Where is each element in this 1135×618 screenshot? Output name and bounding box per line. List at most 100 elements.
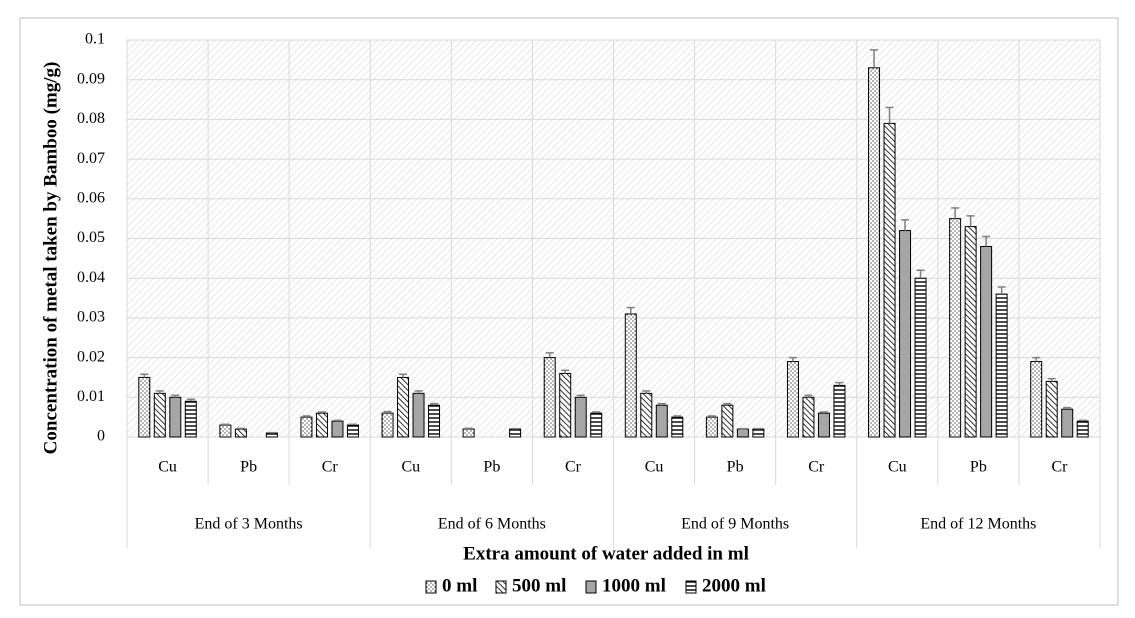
group-label: End of 9 Months: [681, 516, 789, 533]
error-bar: [966, 215, 975, 227]
bar: [914, 277, 927, 438]
bar: [833, 384, 846, 438]
bar: [883, 122, 896, 438]
bar: [624, 313, 637, 438]
bar: [590, 412, 603, 438]
error-bar: [788, 356, 797, 362]
error-bar: [626, 306, 635, 314]
error-bar: [657, 402, 666, 406]
x-tick-label: Cr: [1051, 459, 1068, 476]
bar: [868, 67, 881, 438]
legend-swatch: [585, 580, 597, 594]
error-bar: [951, 207, 960, 219]
error-bar: [819, 411, 828, 414]
error-bar: [221, 423, 230, 426]
bar: [980, 245, 993, 438]
bar: [949, 218, 962, 438]
legend-swatch: [425, 580, 437, 594]
y-tick-label: 0.1: [85, 31, 105, 48]
y-tick-label: 0.07: [77, 150, 105, 167]
error-bar: [414, 390, 423, 394]
bar: [346, 424, 359, 438]
bar: [752, 428, 765, 438]
error-bar: [348, 423, 357, 426]
error-bar: [333, 419, 342, 422]
error-bar: [155, 390, 164, 394]
bar: [412, 392, 425, 438]
error-bar: [561, 369, 570, 374]
bar: [655, 404, 668, 438]
y-tick-label: 0.04: [77, 269, 105, 286]
legend-swatch: [495, 580, 507, 594]
error-bar: [464, 427, 473, 430]
legend-label: 0 ml: [442, 575, 477, 596]
bar: [153, 392, 166, 438]
y-tick-label: 0: [97, 428, 105, 445]
group-label: End of 12 Months: [920, 516, 1036, 533]
x-axis-title: Extra amount of water added in ml: [463, 543, 749, 564]
bar: [574, 396, 587, 438]
bar: [169, 396, 182, 438]
error-bar: [317, 411, 326, 414]
legend-label: 1000 ml: [602, 575, 666, 596]
error-bar: [576, 394, 585, 398]
error-bar: [835, 381, 844, 386]
y-tick-label: 0.09: [77, 70, 105, 87]
bar: [671, 416, 684, 438]
y-tick-label: 0.02: [77, 348, 105, 365]
x-tick-label: Cu: [888, 459, 907, 476]
error-bar: [1078, 419, 1087, 422]
bar: [234, 428, 247, 438]
error-bar: [186, 398, 195, 402]
x-tick-label: Cu: [401, 459, 420, 476]
error-bar: [707, 415, 716, 418]
x-tick-label: Cr: [565, 459, 582, 476]
error-bar: [997, 286, 1006, 295]
error-bar: [171, 394, 180, 398]
y-tick-label: 0.03: [77, 309, 105, 326]
bar: [428, 404, 441, 438]
bar: [219, 424, 232, 438]
error-bar: [1032, 356, 1041, 362]
y-axis-title: Concentration of metal taken by Bamboo (…: [40, 62, 61, 455]
bar: [300, 416, 313, 438]
bar: [640, 392, 653, 438]
bar: [397, 376, 410, 438]
error-bar: [236, 427, 245, 430]
y-tick-label: 0.01: [77, 388, 105, 405]
bar: [184, 400, 197, 438]
chart-border: [19, 17, 1119, 606]
legend-label: 500 ml: [512, 575, 566, 596]
bar: [138, 376, 151, 438]
bar: [1030, 361, 1043, 438]
error-bar: [592, 411, 601, 414]
error-bar: [673, 415, 682, 418]
bar: [559, 372, 572, 438]
error-bar: [885, 106, 894, 124]
bar: [705, 416, 718, 438]
error-bar: [901, 219, 910, 231]
x-tick-label: Pb: [240, 459, 257, 476]
x-tick-label: Cu: [158, 459, 177, 476]
error-bar: [804, 394, 813, 398]
bar: [1061, 408, 1074, 438]
bar: [509, 428, 522, 438]
error-bar: [399, 373, 408, 378]
bar: [265, 432, 278, 438]
legend-swatch: [685, 580, 697, 594]
error-bar: [642, 390, 651, 394]
x-tick-label: Cr: [322, 459, 339, 476]
y-tick-label: 0.05: [77, 229, 105, 246]
error-bar: [982, 235, 991, 247]
bar: [736, 428, 749, 438]
bar: [331, 420, 344, 438]
group-label: End of 3 Months: [195, 516, 303, 533]
bar: [899, 230, 912, 438]
bar: [802, 396, 815, 438]
x-tick-label: Pb: [483, 459, 500, 476]
bar: [721, 404, 734, 438]
bar: [462, 428, 475, 438]
group-label: End of 6 Months: [438, 516, 546, 533]
error-bar: [723, 402, 732, 406]
